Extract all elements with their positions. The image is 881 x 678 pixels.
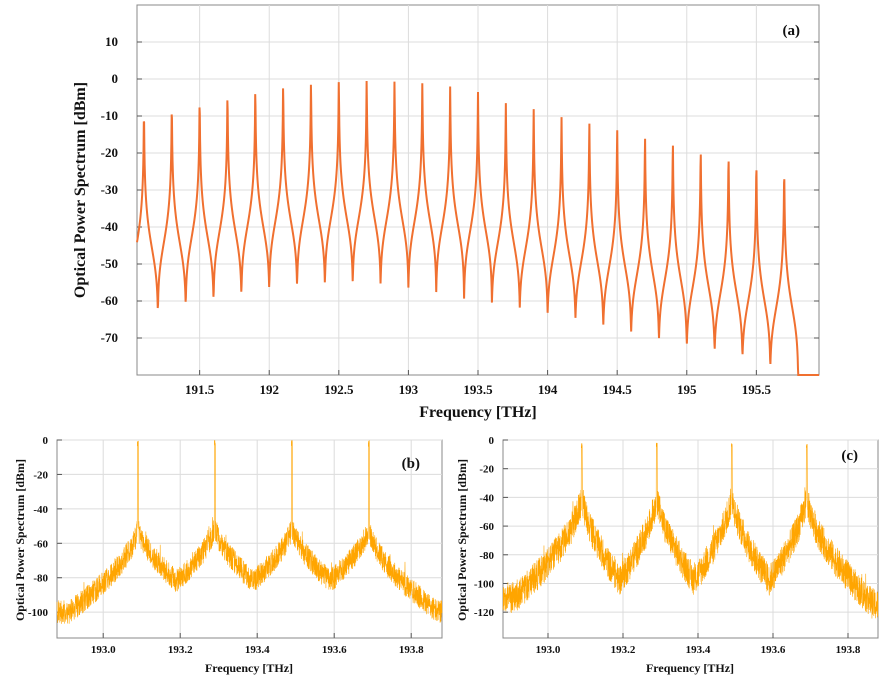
panel-c-tag: (c) <box>841 448 858 464</box>
x-tick-label: 192.5 <box>324 382 354 397</box>
panel-c-x-label: Frequency [THz] <box>646 661 734 675</box>
x-tick-label: 195 <box>677 382 697 397</box>
panel-b-frame <box>56 439 443 639</box>
panel-a: 191.5 192 192.5 193 193.5 194 194.5 195 195.5 10… <box>72 4 820 421</box>
y-tick-label: -20 <box>101 145 118 160</box>
y-tick-label: -40 <box>33 504 48 516</box>
y-tick-label: -100 <box>474 578 495 590</box>
panel-a-grid <box>137 5 819 375</box>
y-tick-label: 0 <box>43 435 49 447</box>
x-tick-label: 193.2 <box>168 644 193 656</box>
panel-b-x-ticks: 193.0 193.2 193.4 193.6 193.8 <box>91 633 424 656</box>
x-tick-label: 193.2 <box>611 644 636 656</box>
x-tick-label: 193.8 <box>836 644 861 656</box>
panel-a-tag: (a) <box>783 23 801 39</box>
y-tick-label: -60 <box>101 293 118 308</box>
x-tick-label: 193.6 <box>761 644 786 656</box>
panel-b-x-label: Frequency [THz] <box>205 661 293 675</box>
panel-a-y-ticks: 10 0 -10 -20 -30 -40 -50 -60 -70 <box>101 34 819 345</box>
y-tick-label: -30 <box>101 182 118 197</box>
panel-b-tag: (b) <box>402 456 420 472</box>
y-tick-label: -70 <box>101 330 118 345</box>
panel-c: 193.0 193.2 193.4 193.6 193.8 0 -20 -40 -60 -80 -… <box>455 435 879 675</box>
panel-b-y-label: Optical Power Spectrum [dBm] <box>13 459 27 621</box>
y-tick-label: -20 <box>479 464 494 476</box>
y-tick-label: -50 <box>101 256 118 271</box>
x-tick-label: 193.6 <box>322 644 347 656</box>
y-tick-label: -80 <box>33 573 48 585</box>
panel-a-x-ticks: 191.5 192 192.5 193 193.5 194 194.5 195 195.5 <box>185 370 771 397</box>
x-tick-label: 194 <box>538 382 558 397</box>
x-tick-label: 193.4 <box>686 644 711 656</box>
y-tick-label: -80 <box>479 550 494 562</box>
panel-c-y-ticks: 0 -20 -40 -60 -80 -100 -120 <box>474 435 508 619</box>
panel-a-y-label: Optical Power Spectrum [dBm] <box>72 82 89 298</box>
panel-c-series-line <box>502 442 879 619</box>
panel-a-x-label: Frequency [THz] <box>419 404 536 421</box>
y-tick-label: -120 <box>474 607 495 619</box>
x-tick-label: 193.8 <box>399 644 424 656</box>
x-tick-label: 195.5 <box>742 382 772 397</box>
panel-b: 193.0 193.2 193.4 193.6 193.8 0 -20 -40 -60 -80 -… <box>13 435 443 675</box>
x-tick-label: 193 <box>399 382 419 397</box>
panel-c-x-ticks: 193.0 193.2 193.4 193.6 193.8 <box>536 633 861 656</box>
y-tick-label: -60 <box>33 538 48 550</box>
panel-c-y-label: Optical Power Spectrum [dBm] <box>455 459 469 621</box>
x-tick-label: 193.0 <box>91 644 116 656</box>
x-tick-label: 194.5 <box>603 382 633 397</box>
y-tick-label: -40 <box>479 492 494 504</box>
x-tick-label: 192 <box>259 382 279 397</box>
panel-b-series-line <box>56 440 443 624</box>
x-tick-label: 193.4 <box>245 644 270 656</box>
x-tick-label: 193.5 <box>463 382 493 397</box>
y-tick-label: -20 <box>33 469 48 481</box>
x-tick-label: 191.5 <box>185 382 215 397</box>
y-tick-label: 10 <box>105 34 118 49</box>
y-tick-label: 0 <box>489 435 495 447</box>
panel-a-series-line <box>136 81 819 376</box>
y-tick-label: -100 <box>28 607 49 619</box>
y-tick-label: -60 <box>479 521 494 533</box>
panel-b-y-ticks: 0 -20 -40 -60 -80 -100 <box>28 435 62 619</box>
panel-b-grid <box>57 439 442 638</box>
y-tick-label: -10 <box>101 108 118 123</box>
x-tick-label: 193.0 <box>536 644 561 656</box>
y-tick-label: -40 <box>101 219 118 234</box>
y-tick-label: 0 <box>112 71 119 86</box>
